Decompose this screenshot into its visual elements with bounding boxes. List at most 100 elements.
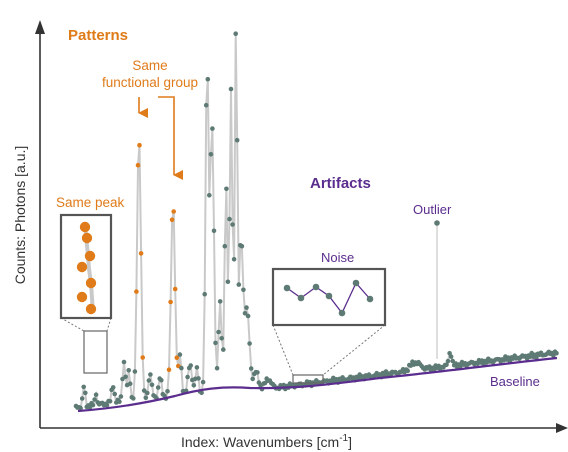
spectrum-point [224,186,229,192]
x-axis-label: Index: Wavenumbers [cm-1] [181,433,352,450]
spectrum-point [121,359,127,365]
spectrum-point [205,76,211,82]
spectrum-point [92,397,97,402]
spectrum-point [145,390,150,396]
artifacts-label: Artifacts [310,175,371,192]
spectrum-point [194,365,200,370]
spectrum-point [185,374,190,380]
noise-zoom-box [271,267,387,327]
spectrum-point [149,382,155,388]
spectrum-point [127,381,133,387]
spectrum-point [159,377,164,383]
spectrum-point [200,379,206,385]
spectrum-point [143,395,149,401]
spectrum-point [172,286,178,292]
spectrum-point [216,329,221,335]
baseline-curve [77,356,558,413]
same-peak-small-box [83,330,108,374]
spectrum-point [131,396,136,401]
same-peak-label: Same peak [56,195,125,210]
spectrum-point [213,340,218,346]
y-axis-label: Counts: Photons [a.u.] [12,146,28,285]
spectrum-point [104,402,110,408]
spectrum-point [241,287,246,293]
spectrum-point [126,368,131,373]
spectrum-point [217,299,223,304]
spectrum-point [166,367,172,373]
spectrum-point [199,390,204,396]
spectrum-point [140,355,145,360]
spectrum-point [174,355,180,361]
spectrum-point [219,336,224,341]
spectrum-point [208,152,214,157]
spectrum-point [236,282,242,287]
spectrum-point [222,243,228,249]
spectrum-point [211,228,217,234]
spectrum-point [405,368,411,374]
noise-connector-left [272,324,294,376]
spectrum-point [123,374,128,380]
spectrum-point [117,399,122,405]
spectrum-point [214,365,220,371]
spectrum-point [196,376,201,381]
spectrum-point [248,366,254,371]
group-arrow-right [158,96,183,180]
spectrum-point [171,209,176,214]
spectrum-point [255,370,260,375]
spectrum-point [78,405,83,411]
noise-label: Noise [321,250,354,265]
spectrum-point [247,341,252,346]
spectrum-point [221,347,226,352]
x-axis-label-sup: -1 [339,433,348,444]
spectrum-point [233,31,238,36]
spectrum-point [245,313,251,319]
spectrum-point [135,162,141,168]
spectrum-point [242,311,248,316]
spectrum-point [231,257,237,262]
spectrum-points [73,31,559,411]
spectrum-point [239,243,245,249]
spectrum-point [244,305,249,310]
spectrum-point [141,388,147,393]
same-peak-connector-left [60,317,85,332]
spectrum-point [83,390,88,396]
x-axis-label-main: Index: Wavenumbers [cm [181,434,339,450]
x-axis-label-close: ] [348,434,352,450]
spectrum-point [448,354,454,359]
spectrum-point [202,291,207,297]
spectrum-point [168,299,173,305]
outlier-point [434,220,440,226]
spectrum-point [225,279,231,285]
spectrum-point [132,369,138,374]
spectrum-point [228,86,234,92]
spectrum-point [534,355,539,361]
same-functional-group-label-line2: functional group [102,75,198,90]
spectrum-point [146,378,152,383]
y-axis-arrow-icon [35,20,45,34]
spectrum-point [207,193,212,198]
spectrum-point [112,391,117,397]
spectrum-point [90,402,96,408]
spectrum-point [138,251,144,256]
spectrum-point [165,389,170,394]
spectrum-point [118,394,124,399]
spectrum-point [227,216,232,222]
spectrum-point [155,385,161,390]
spectrum-point [191,383,197,388]
spectrum-point [110,385,116,390]
spectrum-point [177,352,183,357]
baseline-label: Baseline [490,374,540,389]
spectrum-point [169,217,175,223]
x-axis-arrow-icon [556,423,568,433]
spectrum-point [230,222,235,227]
spectrum-point [107,399,113,404]
spectrum-point [134,289,139,294]
same-peak-connector-right [106,317,112,332]
spectrum-point [210,126,215,131]
noise-small-box [292,374,324,384]
noise-connector-right [322,324,386,376]
spectrum-point [203,102,209,108]
spectrum-point [188,363,193,368]
spectrum-point [444,362,449,368]
